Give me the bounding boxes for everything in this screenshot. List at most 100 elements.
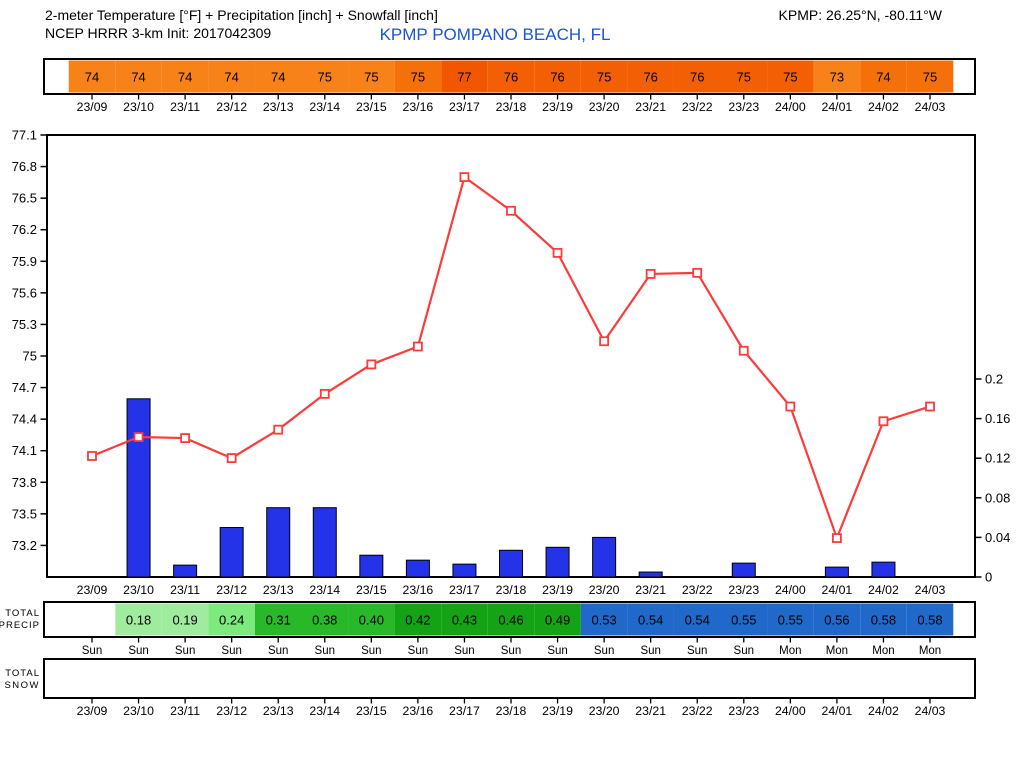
temp-strip-cell <box>580 60 628 93</box>
day-label: Sun <box>734 645 754 657</box>
temp-strip-hour-label: 24/02 <box>868 100 899 114</box>
temperature-marker <box>552 247 563 258</box>
precip-bar <box>312 507 337 578</box>
temp-strip-hour-label: 23/17 <box>449 100 480 114</box>
precip-bar <box>452 563 477 578</box>
main-x-tick-label: 24/00 <box>775 583 806 597</box>
precip-bar <box>173 564 198 578</box>
temp-strip-hour-label: 23/20 <box>589 100 620 114</box>
left-axis-tick-label: 75.6 <box>12 285 37 300</box>
total-snow-label: SNOW <box>4 680 40 691</box>
precip-bar <box>545 546 570 578</box>
snow-strip-hour-label: 24/02 <box>868 704 899 718</box>
main-x-tick-label: 23/18 <box>496 583 527 597</box>
temp-strip-hour-label: 23/18 <box>496 100 527 114</box>
precip-strip-cell <box>254 603 302 636</box>
temp-strip-cell <box>720 60 768 93</box>
temp-strip-cell <box>301 60 349 93</box>
temp-strip-cell <box>534 60 581 93</box>
snow-strip-hour-label: 23/13 <box>263 704 294 718</box>
day-label: Sun <box>82 645 102 657</box>
temp-strip-value: 74 <box>224 70 238 85</box>
temp-strip-value: 74 <box>178 70 192 85</box>
main-x-tick-label: 23/15 <box>356 583 387 597</box>
main-x-tick-label: 23/20 <box>589 583 620 597</box>
temp-strip-value: 74 <box>271 70 285 85</box>
temp-strip-cell <box>487 60 535 93</box>
station-name: KPMP POMPANO BEACH, FL <box>379 25 611 44</box>
precip-strip-cell <box>813 603 861 636</box>
main-x-tick-label: 24/02 <box>868 583 899 597</box>
precip-strip-value: 0.19 <box>172 613 197 628</box>
main-x-tick-label: 23/10 <box>123 583 154 597</box>
precip-strip-value: 0.55 <box>778 613 803 628</box>
temperature-marker <box>226 453 237 463</box>
temp-strip-cell <box>860 60 907 93</box>
temp-strip-cell <box>254 60 302 93</box>
precip-strip-value: 0.46 <box>498 613 523 628</box>
temperature-marker <box>738 345 749 356</box>
temp-strip-value: 73 <box>830 70 844 85</box>
temperature-marker <box>87 451 97 461</box>
temp-strip-hour-label: 23/10 <box>123 100 154 114</box>
precip-strip-cell <box>673 603 721 636</box>
temp-strip-hour-label: 23/19 <box>542 100 573 114</box>
precip-strip-value: 0.40 <box>359 613 384 628</box>
snow-strip-hour-label: 24/00 <box>775 704 806 718</box>
precip-strip-cell <box>720 603 768 636</box>
precip-strip-cell <box>301 603 349 636</box>
precip-strip-cell <box>441 603 488 636</box>
day-label: Sun <box>268 645 288 657</box>
precip-strip-value: 0.54 <box>638 613 663 628</box>
main-x-tick-label: 23/16 <box>403 583 434 597</box>
precip-strip-value: 0.31 <box>266 613 291 628</box>
temperature-marker <box>645 269 656 279</box>
temp-strip-cell <box>68 60 116 93</box>
right-axis-tick-label: 0 <box>985 570 992 585</box>
left-axis-tick-label: 74.1 <box>12 443 37 458</box>
temperature-marker <box>878 416 889 427</box>
temperature-marker <box>412 341 423 352</box>
temperature-marker <box>506 205 516 216</box>
right-axis-tick-label: 0.08 <box>985 490 1010 505</box>
main-x-tick-label: 23/22 <box>682 583 713 597</box>
precip-strip-value: 0.54 <box>685 613 710 628</box>
total-precip-strip: 0.18 0.19 0.24 0.31 0.38 0.40 0.42 0.43 0.46 0.49… <box>0 601 976 657</box>
temp-strip-value: 75 <box>411 70 425 85</box>
precip-strip-cell <box>627 603 674 636</box>
precip-bar <box>731 562 756 578</box>
main-x-tick-label: 23/11 <box>170 583 200 597</box>
temp-strip-hour-label: 23/21 <box>635 100 666 114</box>
temperature-marker <box>925 401 935 412</box>
left-axis-tick-label: 75.9 <box>12 254 37 269</box>
left-axis-tick-label: 77.1 <box>12 128 37 143</box>
temp-strip-cell <box>208 60 255 93</box>
snow-strip-hour-label: 24/03 <box>915 704 946 718</box>
temp-strip-hour-label: 23/22 <box>682 100 713 114</box>
temperature-marker <box>831 533 842 543</box>
main-x-tick-label: 23/17 <box>449 583 480 597</box>
main-x-tick-label: 23/21 <box>635 583 666 597</box>
precip-strip-cell <box>161 603 209 636</box>
precip-bar <box>126 398 151 578</box>
main-x-tick-label: 23/09 <box>77 583 108 597</box>
day-label: Mon <box>919 645 941 657</box>
left-axis-tick-label: 73.5 <box>12 506 37 521</box>
temp-strip-value: 75 <box>364 70 378 85</box>
snow-strip-hour-label: 23/09 <box>77 704 108 718</box>
left-axis-tick-label: 76.8 <box>12 159 37 174</box>
precip-strip-cell <box>208 603 255 636</box>
model-init-label: NCEP HRRR 3-km Init: 2017042309 <box>45 25 272 41</box>
day-label: Mon <box>872 645 894 657</box>
temp-strip-value: 76 <box>690 70 704 85</box>
precip-strip-cell <box>767 603 814 636</box>
snow-strip-hour-label: 23/21 <box>635 704 666 718</box>
temp-strip-hour-label: 23/09 <box>77 100 108 114</box>
temp-strip-cell <box>673 60 721 93</box>
temperature-marker <box>459 172 470 182</box>
total-snow-label: TOTAL <box>5 668 40 679</box>
day-label: Sun <box>547 645 567 657</box>
day-label: Sun <box>687 645 707 657</box>
